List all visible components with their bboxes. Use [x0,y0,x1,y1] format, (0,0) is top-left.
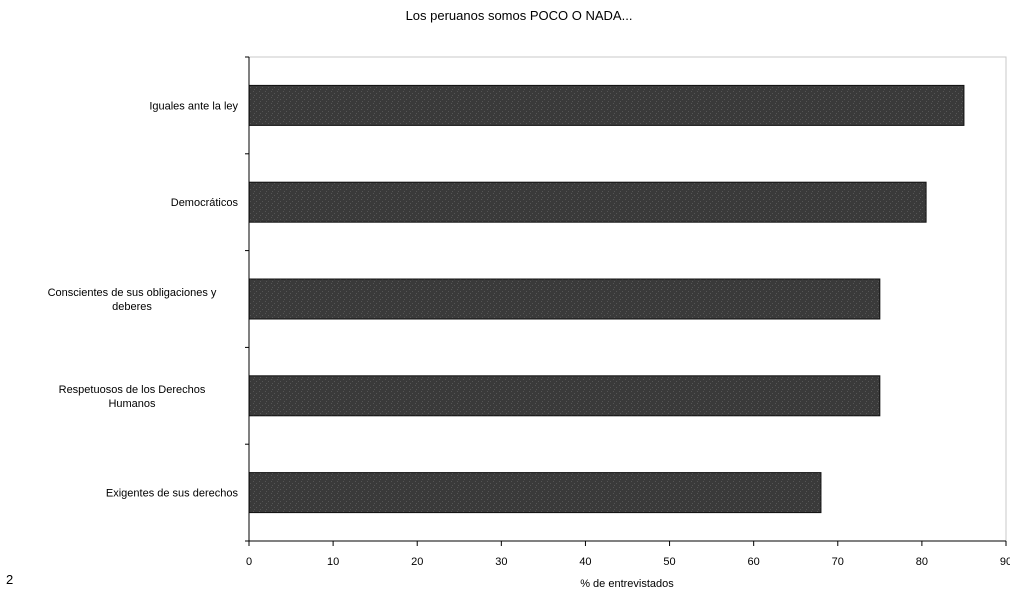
x-tick-label: 80 [916,556,928,568]
bar [248,84,965,126]
x-tick-label: 40 [579,556,591,568]
x-tick-label: 70 [832,556,844,568]
category-label: Conscientes de sus obligaciones y deberes [48,287,217,313]
x-tick-label: 0 [246,556,252,568]
x-tick-label: 20 [411,556,423,568]
bar [248,472,822,514]
x-axis-title: % de entrevistados [580,578,674,590]
category-label: Iguales ante la ley [149,100,238,112]
category-label: Democráticos [171,197,239,209]
category-label: Exigentes de sus derechos [106,488,239,500]
x-tick-label: 90 [1000,556,1010,568]
chart-title: Los peruanos somos POCO O NADA... [406,8,633,23]
bar [248,181,927,223]
page-number: 2 [6,572,14,587]
x-tick-label: 50 [663,556,675,568]
bar [248,375,881,417]
category-label: Respetuosos de los Derechos Humanos [59,384,206,410]
bar [248,278,881,320]
x-tick-label: 30 [495,556,507,568]
x-tick-label: 60 [748,556,760,568]
x-tick-label: 10 [327,556,339,568]
